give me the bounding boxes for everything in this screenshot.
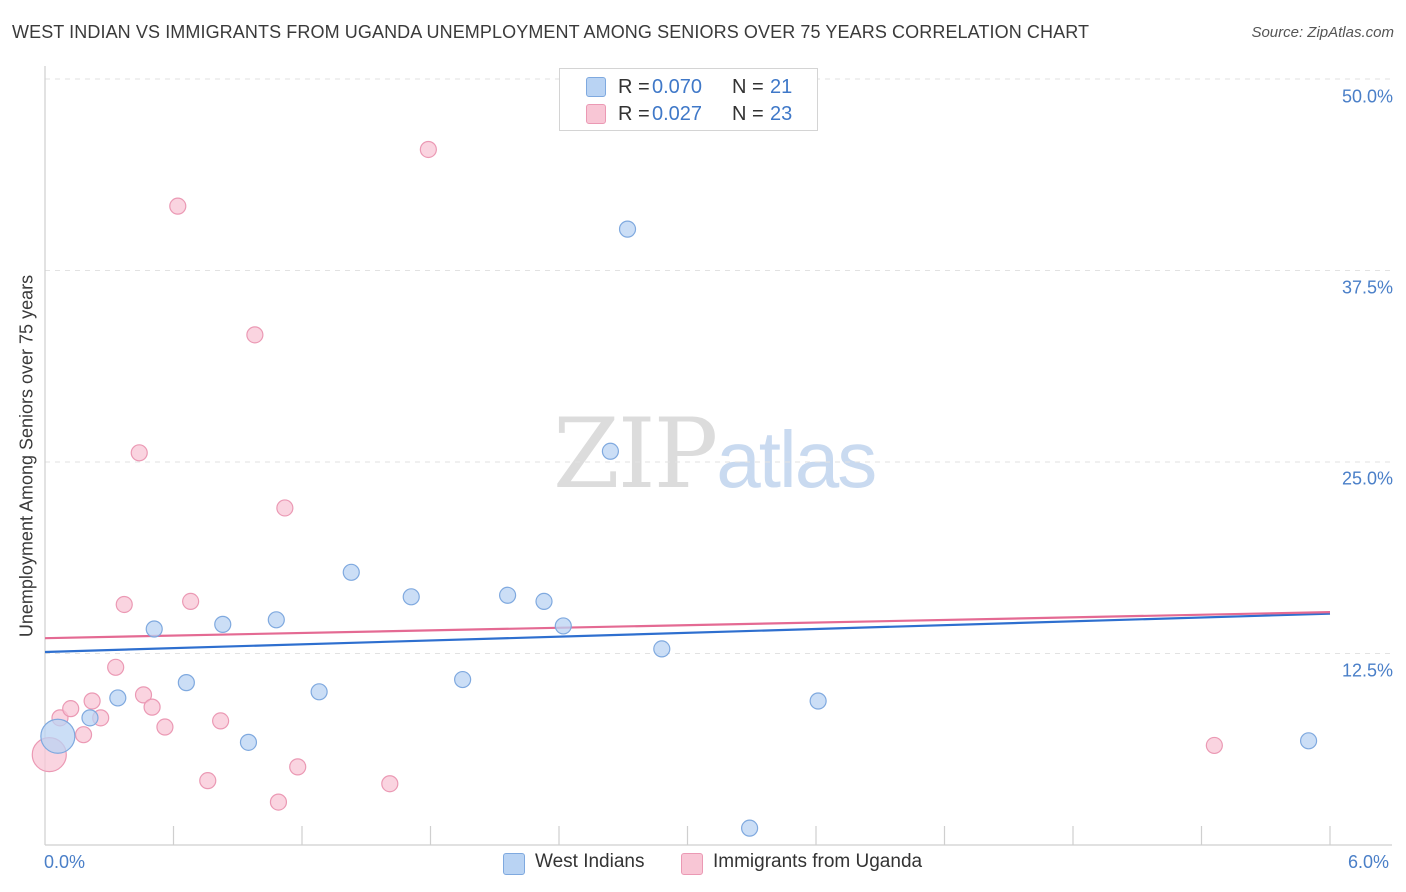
legend-n-value: 21 bbox=[770, 76, 793, 98]
stats-legend: R = 0.070 N = 21 R = 0.027 N = 23 bbox=[559, 68, 818, 131]
watermark: ZIPatlas bbox=[553, 398, 877, 510]
data-point-blue bbox=[177, 674, 195, 692]
data-point-blue bbox=[214, 615, 232, 633]
trend-line-pink bbox=[44, 611, 1331, 640]
data-point-pink bbox=[143, 698, 161, 716]
trend-line-blue bbox=[44, 612, 1331, 654]
y-tick-label: 37.5% bbox=[1341, 277, 1393, 298]
trend-lines bbox=[44, 611, 1331, 654]
data-point-pink bbox=[74, 726, 93, 744]
data-point-blue bbox=[145, 620, 163, 638]
data-point-pink bbox=[62, 700, 80, 718]
data-point-blue bbox=[1299, 732, 1318, 750]
watermark-atlas: atlas bbox=[716, 415, 877, 504]
x-tick-label-max: 6.0% bbox=[1348, 852, 1390, 872]
data-point-pink bbox=[130, 444, 148, 462]
data-point-blue bbox=[310, 683, 328, 701]
data-point-blue bbox=[81, 709, 99, 727]
data-point-blue bbox=[601, 442, 620, 460]
grid-lines bbox=[45, 78, 1392, 654]
data-point-pink bbox=[212, 712, 230, 730]
data-point-blue bbox=[499, 586, 517, 604]
legend-r-value: 0.070 bbox=[652, 76, 703, 98]
x-tick-label-min: 0.0% bbox=[44, 852, 86, 872]
data-point-blue bbox=[239, 733, 258, 751]
legend-r-value: 0.027 bbox=[652, 103, 703, 125]
bottom-legend-swatch-blue bbox=[503, 853, 525, 875]
source-label: Source: ZipAtlas.com bbox=[1251, 24, 1394, 41]
data-point-pink bbox=[246, 326, 264, 344]
data-point-blue bbox=[535, 592, 553, 611]
bottom-legend-label: West Indians bbox=[535, 851, 645, 872]
data-point-blue bbox=[741, 819, 759, 837]
data-point-blue bbox=[109, 689, 127, 707]
data-point-blue bbox=[402, 588, 420, 606]
data-point-pink bbox=[419, 140, 437, 159]
y-tick-label: 50.0% bbox=[1341, 86, 1393, 107]
data-point-blue bbox=[554, 617, 572, 635]
data-point-pink bbox=[199, 772, 217, 790]
legend-r-label: R = bbox=[618, 103, 650, 125]
data-point-pink bbox=[156, 718, 174, 736]
data-point-pink bbox=[1205, 736, 1223, 755]
chart-title: WEST INDIAN VS IMMIGRANTS FROM UGANDA UN… bbox=[12, 22, 1090, 42]
data-point-pink bbox=[134, 686, 153, 704]
y-tick-label: 25.0% bbox=[1341, 468, 1393, 489]
legend-n-value: 23 bbox=[770, 103, 793, 125]
y-tick-label: 12.5% bbox=[1341, 660, 1393, 681]
legend-n-label: N = bbox=[732, 76, 764, 98]
data-point-blue bbox=[809, 692, 827, 710]
legend-swatch-blue bbox=[586, 77, 606, 97]
data-point-blue bbox=[342, 563, 360, 581]
data-points bbox=[31, 140, 1318, 837]
data-point-pink bbox=[83, 692, 101, 710]
data-point-blue bbox=[267, 611, 285, 629]
data-point-pink bbox=[107, 658, 125, 676]
data-point-blue bbox=[40, 718, 76, 754]
data-point-blue bbox=[618, 220, 637, 238]
data-point-blue bbox=[653, 640, 671, 658]
data-point-pink bbox=[169, 197, 187, 215]
data-point-pink bbox=[269, 793, 288, 811]
legend-n-label: N = bbox=[732, 103, 764, 125]
data-point-blue bbox=[454, 670, 472, 689]
bottom-legend-label: Immigrants from Uganda bbox=[713, 851, 923, 872]
data-point-pink bbox=[289, 758, 307, 776]
axes bbox=[44, 66, 1392, 846]
data-point-pink bbox=[276, 499, 294, 517]
data-point-pink bbox=[182, 592, 200, 611]
legend-swatch-pink bbox=[586, 104, 606, 124]
legend-r-label: R = bbox=[618, 76, 650, 98]
data-point-pink bbox=[115, 595, 133, 614]
y-axis-label: Unemployment Among Seniors over 75 years bbox=[16, 274, 37, 638]
watermark-zip: ZIP bbox=[553, 398, 718, 510]
bottom-legend-swatch-pink bbox=[681, 853, 703, 875]
data-point-pink bbox=[381, 775, 399, 793]
